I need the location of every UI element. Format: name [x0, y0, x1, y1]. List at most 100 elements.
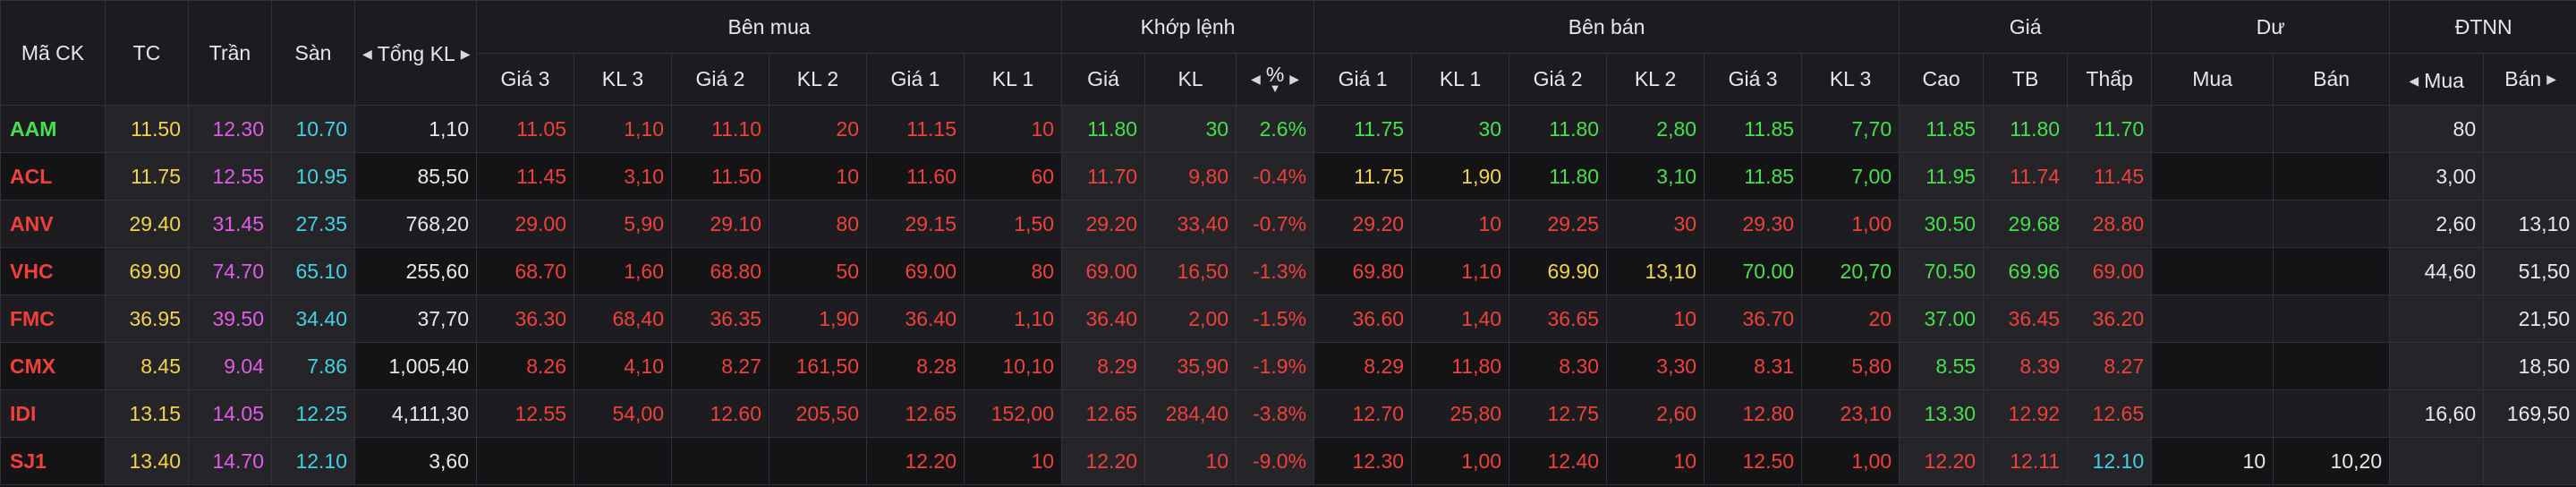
- table-row[interactable]: FMC 36.95 39.50 34.40 37,70 36.30 68,40 36.35 1,…: [0, 295, 2576, 343]
- low-cell: 11.45: [2067, 152, 2153, 201]
- sell-vol-2-cell: 3,30: [1606, 342, 1705, 390]
- buy-vol-2-cell: 20: [769, 105, 867, 153]
- table-row[interactable]: SJ1 13.40 14.70 12.10 3,60 12.20 10 12.20 10 -9.0…: [0, 437, 2576, 485]
- col-buy-price-2[interactable]: Giá 2: [671, 53, 769, 106]
- buy-vol-2-cell: 161,50: [769, 342, 867, 390]
- col-floor[interactable]: Sàn: [271, 0, 355, 106]
- table-row[interactable]: ACL 11.75 12.55 10.95 85,50 11.45 3,10 11.50 10 1…: [0, 152, 2576, 201]
- caret-right-icon[interactable]: ▶: [2546, 72, 2556, 86]
- table-row[interactable]: ANV 29.40 31.45 27.35 768,20 29.00 5,90 29.10 80…: [0, 200, 2576, 248]
- col-ref[interactable]: TC: [105, 0, 189, 106]
- ref-cell: 69.90: [105, 247, 189, 295]
- group-buy: Bên mua: [475, 0, 1063, 54]
- sort-down-icon[interactable]: ▼: [1269, 81, 1281, 95]
- match-price-cell: 12.65: [1061, 389, 1146, 438]
- col-buy-vol-1[interactable]: KL 1: [963, 53, 1063, 106]
- low-cell: 12.10: [2067, 437, 2153, 485]
- caret-left-icon[interactable]: ◀: [1251, 72, 1261, 87]
- caret-left-icon[interactable]: ◀: [362, 47, 372, 61]
- col-average[interactable]: TB: [1983, 53, 2069, 106]
- table-row[interactable]: VHC 69.90 74.70 65.10 255,60 68.70 1,60 68.80 50…: [0, 247, 2576, 295]
- col-buy-price-1[interactable]: Giá 1: [866, 53, 965, 106]
- foreign-sell-cell: [2483, 152, 2576, 201]
- col-ceil[interactable]: Trần: [188, 0, 272, 106]
- sell-price-3-cell: 11.85: [1704, 152, 1803, 201]
- total-volume-cell: 85,50: [354, 152, 477, 201]
- foreign-sell-cell: 21,50: [2483, 295, 2576, 343]
- average-cell: 11.74: [1983, 152, 2069, 201]
- caret-right-icon[interactable]: ▶: [460, 47, 471, 61]
- symbol-cell[interactable]: SJ1: [0, 437, 106, 485]
- buy-vol-3-cell: 5,90: [574, 200, 672, 248]
- sell-vol-1-cell: 10: [1411, 200, 1510, 248]
- col-total-volume[interactable]: ◀ Tổng KL ▶: [354, 0, 477, 106]
- buy-vol-3-cell: 1,10: [574, 105, 672, 153]
- col-sell-price-3[interactable]: Giá 3: [1704, 53, 1803, 106]
- col-sell-price-2[interactable]: Giá 2: [1509, 53, 1608, 106]
- sell-vol-3-cell: 5,80: [1801, 342, 1900, 390]
- col-buy-price-3[interactable]: Giá 3: [476, 53, 574, 106]
- symbol-cell[interactable]: IDI: [0, 389, 106, 438]
- remain-buy-cell: [2151, 342, 2274, 390]
- caret-left-icon[interactable]: ◀: [2409, 73, 2419, 88]
- remain-sell-cell: [2273, 389, 2391, 438]
- col-match-price[interactable]: Giá: [1061, 53, 1146, 106]
- match-volume-cell: 30: [1144, 105, 1237, 153]
- sell-price-1-cell: 11.75: [1314, 152, 1413, 201]
- low-cell: 69.00: [2067, 247, 2153, 295]
- col-remain-buy[interactable]: Mua: [2151, 53, 2274, 106]
- buy-price-2-cell: 11.10: [671, 105, 769, 153]
- buy-price-2-cell: 29.10: [671, 200, 769, 248]
- col-high[interactable]: Cao: [1899, 53, 1985, 106]
- match-percent-cell: -0.7%: [1236, 200, 1315, 248]
- col-remain-sell[interactable]: Bán: [2273, 53, 2391, 106]
- buy-vol-3-cell: 68,40: [574, 295, 672, 343]
- col-buy-vol-3[interactable]: KL 3: [574, 53, 672, 106]
- symbol-cell[interactable]: AAM: [0, 105, 106, 153]
- caret-right-icon[interactable]: ▶: [1289, 72, 1300, 87]
- sell-vol-2-cell: 13,10: [1606, 247, 1705, 295]
- symbol-cell[interactable]: CMX: [0, 342, 106, 390]
- ref-cell: 11.50: [105, 105, 189, 153]
- col-match-volume[interactable]: KL: [1144, 53, 1237, 106]
- sell-vol-3-cell: 20: [1801, 295, 1900, 343]
- buy-price-1-cell: 12.65: [866, 389, 965, 438]
- buy-price-1-cell: 36.40: [866, 295, 965, 343]
- buy-price-3-cell: 29.00: [476, 200, 574, 248]
- total-volume-cell: 4,111,30: [354, 389, 477, 438]
- buy-vol-2-cell: 205,50: [769, 389, 867, 438]
- sell-price-2-cell: 12.40: [1509, 437, 1608, 485]
- sell-price-2-cell: 8.30: [1509, 342, 1608, 390]
- buy-price-2-cell: 8.27: [671, 342, 769, 390]
- buy-price-1-cell: 12.20: [866, 437, 965, 485]
- high-cell: 11.95: [1899, 152, 1985, 201]
- match-price-cell: 8.29: [1061, 342, 1146, 390]
- floor-cell: 10.95: [271, 152, 355, 201]
- floor-cell: 34.40: [271, 295, 355, 343]
- col-foreign-buy[interactable]: ◀ Mua: [2389, 53, 2485, 106]
- remain-buy-cell: [2151, 389, 2274, 438]
- table-row[interactable]: AAM 11.50 12.30 10.70 1,10 11.05 1,10 11.10 20 11…: [0, 105, 2576, 153]
- col-sell-vol-2[interactable]: KL 2: [1606, 53, 1705, 106]
- high-cell: 13.30: [1899, 389, 1985, 438]
- col-match-percent[interactable]: ◀% ▼ ▶: [1236, 53, 1315, 106]
- sell-vol-2-cell: 2,80: [1606, 105, 1705, 153]
- floor-cell: 27.35: [271, 200, 355, 248]
- table-row[interactable]: IDI 13.15 14.05 12.25 4,111,30 12.55 54,00 12.6…: [0, 389, 2576, 438]
- col-sell-vol-1[interactable]: KL 1: [1411, 53, 1510, 106]
- col-foreign-sell[interactable]: Bán ▶: [2483, 53, 2576, 106]
- buy-vol-1-cell: 1,10: [963, 295, 1063, 343]
- symbol-cell[interactable]: VHC: [0, 247, 106, 295]
- col-sell-price-1[interactable]: Giá 1: [1314, 53, 1413, 106]
- buy-price-3-cell: 36.30: [476, 295, 574, 343]
- high-cell: 30.50: [1899, 200, 1985, 248]
- table-row[interactable]: CMX 8.45 9.04 7.86 1,005,40 8.26 4,10 8.27 161,5…: [0, 342, 2576, 390]
- col-sell-vol-3[interactable]: KL 3: [1801, 53, 1900, 106]
- symbol-cell[interactable]: ACL: [0, 152, 106, 201]
- symbol-cell[interactable]: ANV: [0, 200, 106, 248]
- symbol-cell[interactable]: FMC: [0, 295, 106, 343]
- col-symbol[interactable]: Mã CK: [0, 0, 106, 106]
- col-buy-vol-2[interactable]: KL 2: [769, 53, 867, 106]
- sell-vol-2-cell: 10: [1606, 295, 1705, 343]
- col-low[interactable]: Thấp: [2067, 53, 2153, 106]
